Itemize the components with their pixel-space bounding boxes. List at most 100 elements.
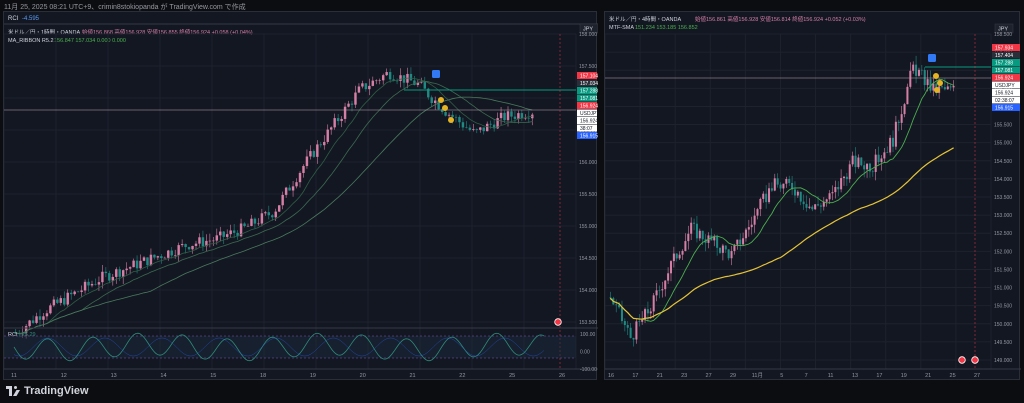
candle-body bbox=[222, 231, 225, 237]
time-axis-label: 18 bbox=[260, 373, 266, 379]
candle-body bbox=[857, 157, 860, 168]
price-tag-bg bbox=[577, 102, 597, 109]
right-chart-canvas[interactable]: 米ドル／円・4時間・OANDA 始値156.861 高値156.928 安値156… bbox=[605, 12, 1021, 381]
candle-body bbox=[45, 313, 49, 317]
candle-body bbox=[312, 151, 316, 157]
moving-average-line bbox=[15, 77, 533, 334]
candle-body bbox=[690, 222, 693, 234]
candle-body bbox=[63, 298, 66, 305]
candle-body bbox=[739, 239, 742, 245]
candle-body bbox=[413, 80, 416, 85]
candle-body bbox=[655, 290, 658, 296]
candle-body bbox=[309, 151, 312, 157]
price-tag-label: USDJPY bbox=[580, 111, 598, 117]
candle-body bbox=[742, 238, 745, 245]
candle-body bbox=[814, 204, 817, 210]
candle-body bbox=[906, 86, 909, 105]
candle-body bbox=[350, 103, 354, 105]
candle-body bbox=[638, 321, 641, 322]
candle-body bbox=[357, 86, 361, 93]
candle-body bbox=[333, 118, 336, 128]
candle-body bbox=[912, 64, 915, 71]
candle-body bbox=[834, 187, 837, 193]
candle-body bbox=[323, 141, 326, 146]
event-marker-icon bbox=[438, 97, 444, 103]
price-axis-label: 150.000 bbox=[994, 322, 1012, 328]
candle-body bbox=[461, 122, 465, 128]
price-tag-label: 156.924 bbox=[580, 119, 598, 125]
right-chart-panel[interactable]: 米ドル／円・4時間・OANDA 始値156.861 高値156.928 安値156… bbox=[604, 11, 1021, 381]
candle-body bbox=[499, 112, 503, 119]
tradingview-logo[interactable]: TradingView bbox=[6, 385, 89, 397]
candle-body bbox=[811, 206, 814, 210]
candle-body bbox=[520, 113, 524, 119]
candle-body bbox=[891, 137, 895, 147]
candle-body bbox=[420, 82, 423, 83]
candle-body bbox=[267, 212, 271, 216]
candle-body bbox=[347, 103, 350, 107]
candle-body bbox=[121, 270, 125, 277]
price-tag-label: 156.915 bbox=[580, 134, 598, 140]
candle-body bbox=[524, 117, 527, 119]
candle-body bbox=[695, 223, 698, 239]
price-tag-bg bbox=[577, 117, 597, 124]
time-axis-label: 12 bbox=[61, 373, 67, 379]
candle-body bbox=[409, 73, 413, 81]
candle-body bbox=[635, 321, 638, 340]
candle-body bbox=[946, 86, 949, 90]
price-axis-label: 155.500 bbox=[994, 123, 1012, 129]
tradingview-brand: TradingView bbox=[24, 385, 89, 397]
candle-body bbox=[632, 337, 635, 340]
price-axis-label: 154.500 bbox=[579, 256, 597, 262]
candle-body bbox=[517, 113, 520, 119]
candle-body bbox=[128, 267, 132, 269]
indicator-title: RCI bbox=[8, 16, 19, 22]
candle-body bbox=[687, 233, 690, 242]
price-tag-bg bbox=[577, 124, 597, 132]
ohlc-values: 始値156.861 高値156.928 安値156.814 終値156.924 … bbox=[695, 15, 866, 23]
candle-body bbox=[871, 171, 874, 173]
candle-body bbox=[430, 97, 433, 103]
candle-body bbox=[371, 80, 375, 86]
price-tag-label: 157.081 bbox=[580, 96, 598, 102]
left-chart-panel[interactable]: RCI -4.595 米ドル／円・1時間・OANDA 始値156.868 高値156.… bbox=[3, 11, 598, 381]
rci-line-slow bbox=[13, 337, 545, 357]
price-tag-bg bbox=[577, 72, 597, 79]
event-marker-icon bbox=[442, 105, 448, 111]
candle-body bbox=[506, 111, 510, 121]
subpane-axis-label: 100.00 bbox=[580, 332, 596, 338]
candle-body bbox=[485, 123, 489, 132]
candle-body bbox=[59, 298, 63, 303]
candle-body bbox=[926, 79, 929, 86]
candle-body bbox=[319, 144, 323, 146]
candle-body bbox=[868, 163, 871, 172]
candle-body bbox=[527, 117, 531, 119]
price-tag-label: USDJPY bbox=[995, 83, 1015, 89]
candle-body bbox=[724, 245, 727, 250]
event-marker-icon bbox=[933, 73, 939, 79]
candle-body bbox=[626, 325, 629, 328]
candle-body bbox=[257, 223, 260, 225]
candle-body bbox=[440, 109, 444, 112]
price-tag-bg bbox=[992, 44, 1020, 51]
candle-body bbox=[336, 118, 340, 122]
price-tag-label: 38:07 bbox=[580, 126, 593, 132]
candle-body bbox=[903, 104, 906, 115]
price-axis-label: 158.000 bbox=[579, 32, 597, 38]
candle-body bbox=[759, 198, 762, 210]
price-axis-label: 149.000 bbox=[994, 358, 1012, 364]
candle-body bbox=[713, 236, 716, 241]
candle-body bbox=[451, 114, 454, 117]
calendar-event-icon bbox=[958, 356, 966, 364]
candle-body bbox=[894, 121, 897, 147]
candle-body bbox=[727, 249, 730, 259]
candle-body bbox=[76, 291, 80, 293]
candle-body bbox=[730, 251, 733, 259]
candle-body bbox=[437, 100, 440, 110]
candle-body bbox=[219, 231, 222, 236]
candle-body bbox=[920, 69, 923, 71]
candle-body bbox=[837, 187, 840, 190]
candle-body bbox=[652, 295, 655, 312]
price-axis-label: 153.500 bbox=[994, 195, 1012, 201]
